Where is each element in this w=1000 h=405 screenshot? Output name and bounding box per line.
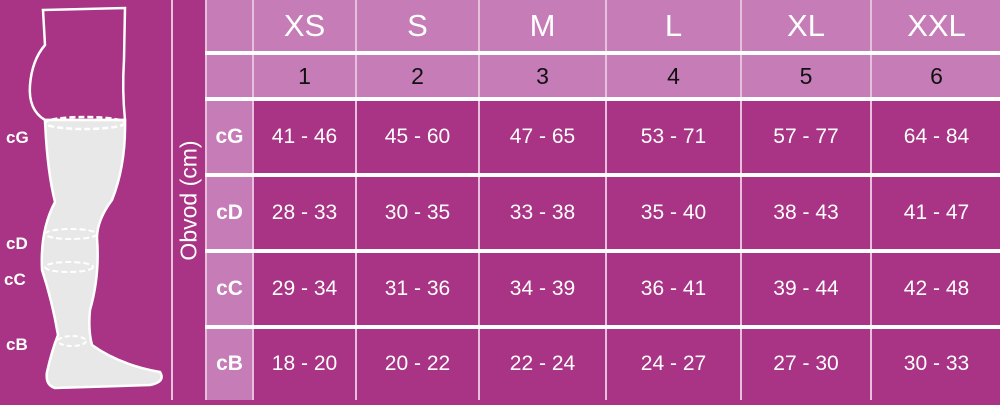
table-cell: 57 - 77 bbox=[740, 98, 871, 177]
table-row: cC 29 - 34 31 - 36 34 - 39 36 - 41 39 - 44 42 … bbox=[205, 250, 1000, 329]
size-number: 3 bbox=[478, 53, 606, 101]
axis-label: Obvod (cm) bbox=[175, 139, 202, 261]
table-cell: 28 - 33 bbox=[252, 174, 356, 253]
table-cell: 29 - 34 bbox=[252, 250, 356, 329]
size-header: S bbox=[355, 0, 479, 56]
corner-cell bbox=[205, 0, 253, 56]
table-row: cB 18 - 20 20 - 22 22 - 24 24 - 27 27 - 30 30 … bbox=[205, 326, 1000, 400]
row-label: cD bbox=[205, 174, 253, 253]
size-number: 1 bbox=[252, 53, 356, 101]
size-header: XL bbox=[740, 0, 871, 56]
table-cell: 30 - 33 bbox=[870, 326, 1000, 400]
table-cell: 33 - 38 bbox=[478, 174, 606, 253]
leg-label-cg: cG bbox=[6, 128, 29, 147]
size-number: 4 bbox=[605, 53, 741, 101]
table-cell: 24 - 27 bbox=[605, 326, 741, 400]
leg-label-cc: cC bbox=[4, 270, 26, 289]
table-cell: 42 - 48 bbox=[870, 250, 1000, 329]
table-cell: 38 - 43 bbox=[740, 174, 871, 253]
table-cell: 18 - 20 bbox=[252, 326, 356, 400]
divider bbox=[171, 0, 173, 400]
leg-label-cd: cD bbox=[6, 234, 28, 253]
size-number: 5 bbox=[740, 53, 871, 101]
size-header: XS bbox=[252, 0, 356, 56]
leg-illustration bbox=[28, 6, 163, 390]
table-cell: 39 - 44 bbox=[740, 250, 871, 329]
table-row: cD 28 - 33 30 - 35 33 - 38 35 - 40 38 - 43 41 … bbox=[205, 174, 1000, 253]
size-table: XS S M L XL XXL 1 2 3 4 5 6 cG 41 - 46 45 … bbox=[205, 0, 1000, 400]
leg-label-cb: cB bbox=[6, 335, 28, 354]
table-cell: 53 - 71 bbox=[605, 98, 741, 177]
size-header-row: XS S M L XL XXL bbox=[205, 0, 1000, 56]
size-number: 6 bbox=[870, 53, 1000, 101]
leg-diagram-panel: cG cD cC cB bbox=[0, 0, 171, 400]
table-cell: 30 - 35 bbox=[355, 174, 479, 253]
size-header: M bbox=[478, 0, 606, 56]
size-number: 2 bbox=[355, 53, 479, 101]
corner-cell bbox=[205, 53, 253, 101]
row-label: cC bbox=[205, 250, 253, 329]
table-cell: 34 - 39 bbox=[478, 250, 606, 329]
table-cell: 31 - 36 bbox=[355, 250, 479, 329]
table-cell: 27 - 30 bbox=[740, 326, 871, 400]
number-header-row: 1 2 3 4 5 6 bbox=[205, 53, 1000, 101]
table-cell: 45 - 60 bbox=[355, 98, 479, 177]
size-header: XXL bbox=[870, 0, 1000, 56]
size-header: L bbox=[605, 0, 741, 56]
table-cell: 47 - 65 bbox=[478, 98, 606, 177]
table-cell: 20 - 22 bbox=[355, 326, 479, 400]
row-label: cG bbox=[205, 98, 253, 177]
table-cell: 41 - 47 bbox=[870, 174, 1000, 253]
table-cell: 35 - 40 bbox=[605, 174, 741, 253]
row-label: cB bbox=[205, 326, 253, 400]
table-cell: 64 - 84 bbox=[870, 98, 1000, 177]
table-row: cG 41 - 46 45 - 60 47 - 65 53 - 71 57 - 77 64 … bbox=[205, 98, 1000, 177]
table-cell: 22 - 24 bbox=[478, 326, 606, 400]
table-cell: 41 - 46 bbox=[252, 98, 356, 177]
table-cell: 36 - 41 bbox=[605, 250, 741, 329]
